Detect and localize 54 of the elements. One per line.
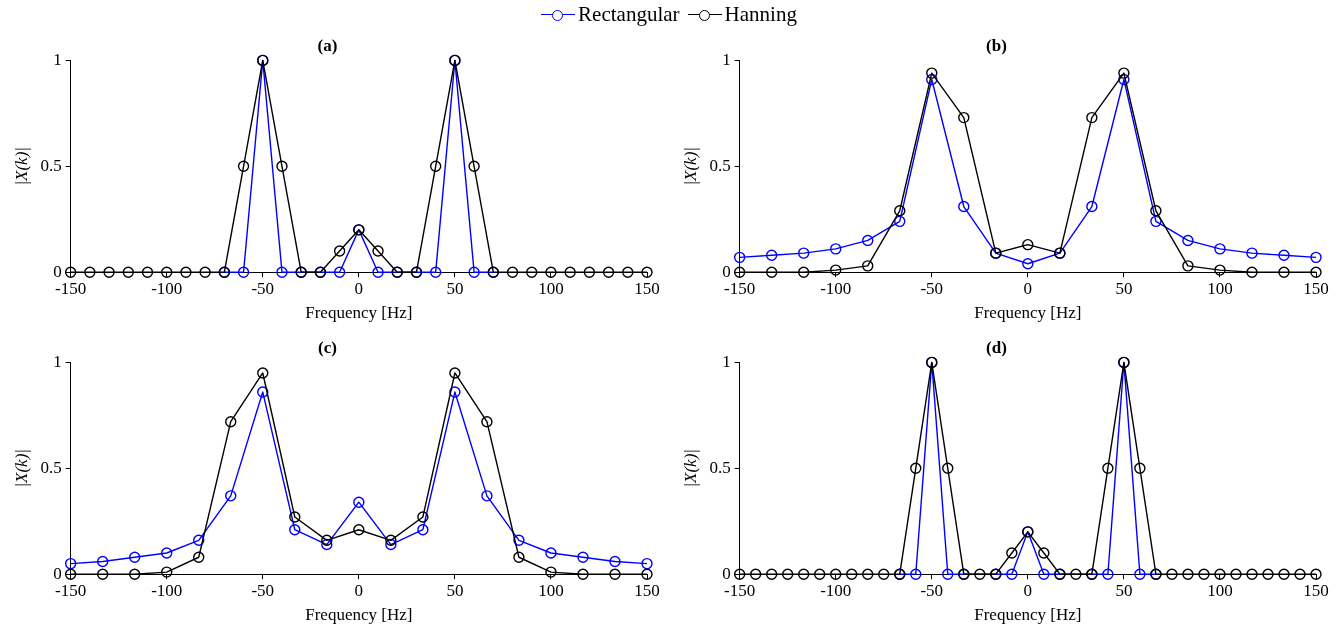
chart-title: (b) xyxy=(986,35,1007,55)
x-tick-label: -100 xyxy=(151,278,183,298)
x-tick-label: 50 xyxy=(1115,580,1133,600)
x-tick-label: -50 xyxy=(920,278,944,298)
x-tick-label: -150 xyxy=(55,580,87,600)
x-tick-label: 100 xyxy=(1207,580,1233,600)
y-tick-label: 1 xyxy=(53,49,62,69)
x-axis-title: Frequency [Hz] xyxy=(305,605,413,625)
x-tick-label: -150 xyxy=(724,580,756,600)
x-axis-title: Frequency [Hz] xyxy=(974,605,1082,625)
y-axis-title: |X(k)| xyxy=(680,449,700,488)
x-tick-label: 150 xyxy=(1303,278,1329,298)
x-tick-label: -50 xyxy=(251,278,275,298)
y-tick-label: 1 xyxy=(722,351,731,371)
x-tick-label: -100 xyxy=(151,580,183,600)
x-tick-label: -150 xyxy=(55,278,87,298)
x-tick-label: 0 xyxy=(354,278,364,298)
x-tick-label: 0 xyxy=(1023,278,1033,298)
x-tick-label: -100 xyxy=(820,278,852,298)
x-tick-label: -50 xyxy=(920,580,944,600)
y-axis-title: |X(k)| xyxy=(11,449,31,488)
x-tick-label: -150 xyxy=(724,278,756,298)
y-tick-label: 0 xyxy=(722,563,731,583)
x-tick-label: 150 xyxy=(634,278,660,298)
y-tick-label: 0 xyxy=(53,563,62,583)
x-tick-label: -100 xyxy=(820,580,852,600)
x-tick-label: 100 xyxy=(538,580,564,600)
x-tick-label: 0 xyxy=(1023,580,1033,600)
legend-label: Hanning xyxy=(724,2,797,27)
x-axis-title: Frequency [Hz] xyxy=(305,303,413,323)
chart-title: (d) xyxy=(986,337,1007,357)
x-tick-label: 50 xyxy=(446,580,464,600)
x-tick-label: 150 xyxy=(634,580,660,600)
chart-title: (c) xyxy=(318,337,337,357)
x-tick-label: 0 xyxy=(354,580,364,600)
x-tick-label: 150 xyxy=(1303,580,1329,600)
x-tick-label: -50 xyxy=(251,580,275,600)
x-axis-title: Frequency [Hz] xyxy=(974,303,1082,323)
y-tick-label: 0.5 xyxy=(40,155,62,175)
y-tick-label: 0.5 xyxy=(709,457,731,477)
y-axis-title: |X(k)| xyxy=(680,147,700,186)
chart-title: (a) xyxy=(317,35,338,55)
x-tick-label: 100 xyxy=(1207,278,1233,298)
y-tick-label: 1 xyxy=(722,49,731,69)
y-axis-title: |X(k)| xyxy=(11,147,31,186)
y-tick-label: 0 xyxy=(53,261,62,281)
y-tick-label: 0.5 xyxy=(40,457,62,477)
x-tick-label: 50 xyxy=(1115,278,1133,298)
x-tick-label: 100 xyxy=(538,278,564,298)
y-tick-label: 1 xyxy=(53,351,62,371)
legend-label: Rectangular xyxy=(578,2,680,27)
x-tick-label: 50 xyxy=(446,278,464,298)
y-tick-label: 0.5 xyxy=(709,155,731,175)
y-tick-label: 0 xyxy=(722,261,731,281)
